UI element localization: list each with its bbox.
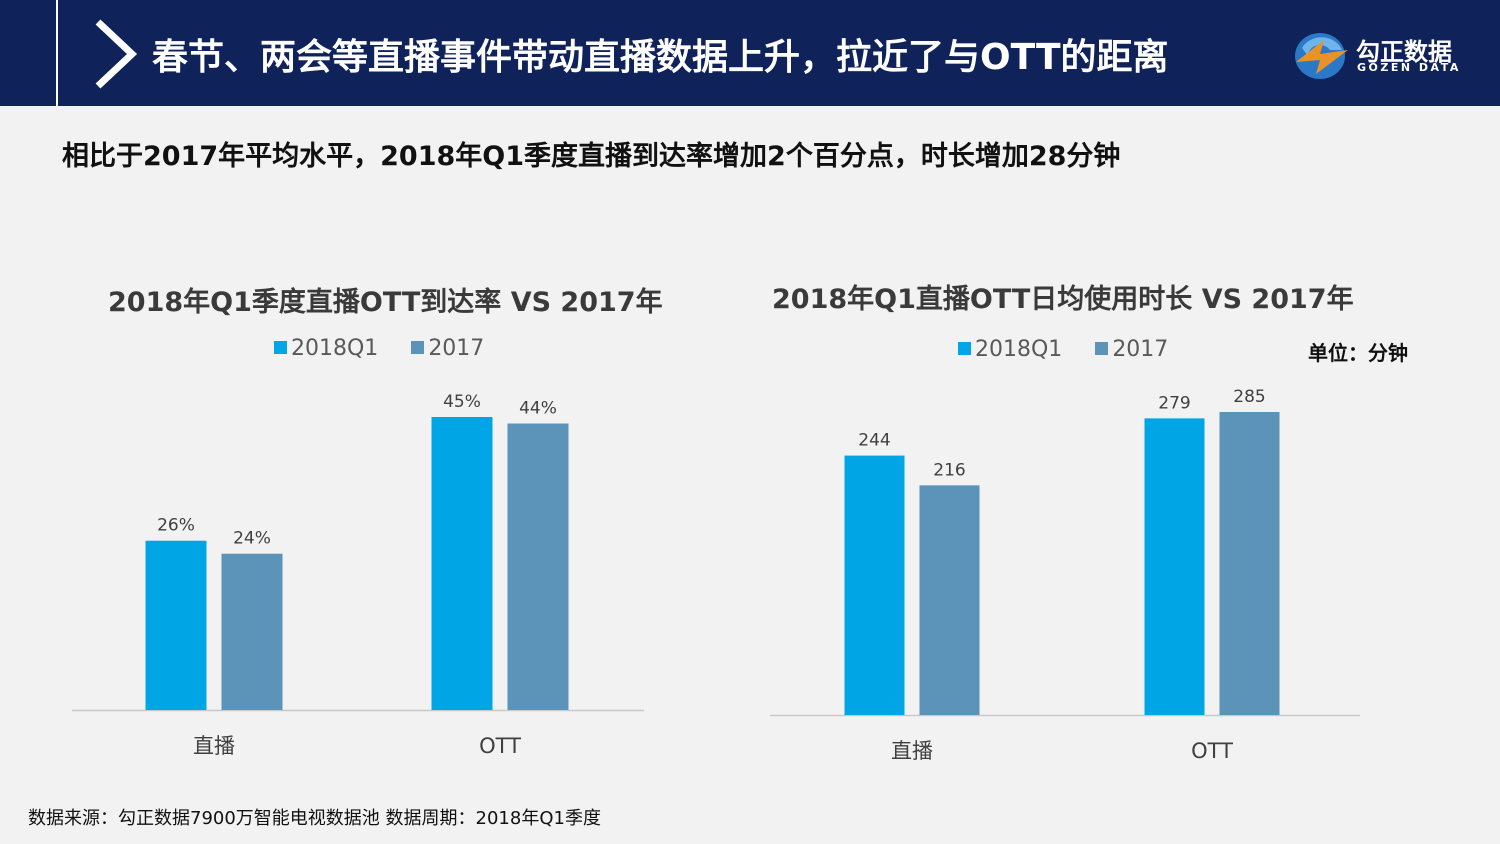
bar-2018q1-0: [145, 540, 207, 710]
gozen-logo: 勾正数据 GOZEN DATA: [1290, 28, 1490, 84]
bar-2017-1: [507, 423, 569, 710]
bar-2017-1: [1219, 412, 1280, 715]
legend-swatch: [411, 341, 425, 354]
legend-label: 2017: [428, 336, 485, 361]
chart1-title: 2018年Q1季度直播OTT到达率 VS 2017年: [108, 287, 663, 318]
data-label: 45%: [443, 392, 481, 412]
legend-label: 2018Q1: [975, 337, 1063, 362]
data-label: 285: [1233, 387, 1265, 407]
legend-item-2017: 2017: [411, 336, 484, 361]
logo-name: 勾正数据: [1356, 38, 1452, 66]
chart2-title: 2018年Q1直播OTT日均使用时长 VS 2017年: [772, 284, 1354, 315]
page-title: 春节、两会等直播事件带动直播数据上升，拉近了与OTT的距离: [152, 37, 1169, 78]
bar-2018q1-1: [1144, 418, 1205, 715]
header-divider: [56, 0, 58, 106]
data-label: 279: [1158, 393, 1190, 413]
gozen-logo-icon: [1295, 33, 1348, 79]
data-label: 24%: [233, 529, 271, 549]
legend-item-2018q1: 2018Q1: [958, 337, 1062, 362]
chart1-legend: 2018Q1 2017: [274, 336, 510, 361]
data-label: 26%: [157, 516, 195, 536]
chart2-plot: 244 216 直播 279 285 OTT: [770, 387, 1360, 763]
logo-english: GOZEN DATA: [1357, 61, 1461, 74]
legend-swatch: [1095, 342, 1109, 355]
data-label: 44%: [519, 399, 557, 419]
legend-swatch: [274, 341, 287, 354]
category-label: OTT: [1191, 739, 1233, 763]
bar-2017-0: [221, 553, 283, 710]
legend-item-2018q1: 2018Q1: [274, 336, 378, 361]
chart1-plot: 26% 24% 直播 45% 44% OTT: [72, 392, 644, 758]
legend-swatch: [958, 342, 971, 355]
slide-subtitle: 相比于2017年平均水平，2018年Q1季度直播到达率增加2个百分点，时长增加2…: [62, 141, 1121, 172]
chart2-legend: 2018Q1 2017: [958, 337, 1194, 362]
category-label: OTT: [479, 734, 521, 758]
legend-item-2017: 2017: [1095, 337, 1168, 362]
header-bar: 春节、两会等直播事件带动直播数据上升，拉近了与OTT的距离 勾正数据 GOZEN…: [0, 0, 1500, 106]
chevron-right-icon: [95, 19, 138, 89]
chart2-unit: 单位：分钟: [1308, 341, 1408, 365]
legend-label: 2017: [1112, 337, 1169, 362]
bar-2018q1-1: [431, 417, 493, 710]
category-label: 直播: [193, 734, 235, 758]
data-label: 244: [858, 431, 890, 451]
data-source-note: 数据来源：勾正数据7900万智能电视数据池 数据周期：2018年Q1季度: [28, 808, 601, 829]
category-label: 直播: [891, 739, 933, 763]
bar-2017-0: [919, 485, 980, 715]
data-label: 216: [933, 460, 965, 480]
bar-2018q1-0: [844, 455, 905, 715]
legend-label: 2018Q1: [291, 336, 379, 361]
